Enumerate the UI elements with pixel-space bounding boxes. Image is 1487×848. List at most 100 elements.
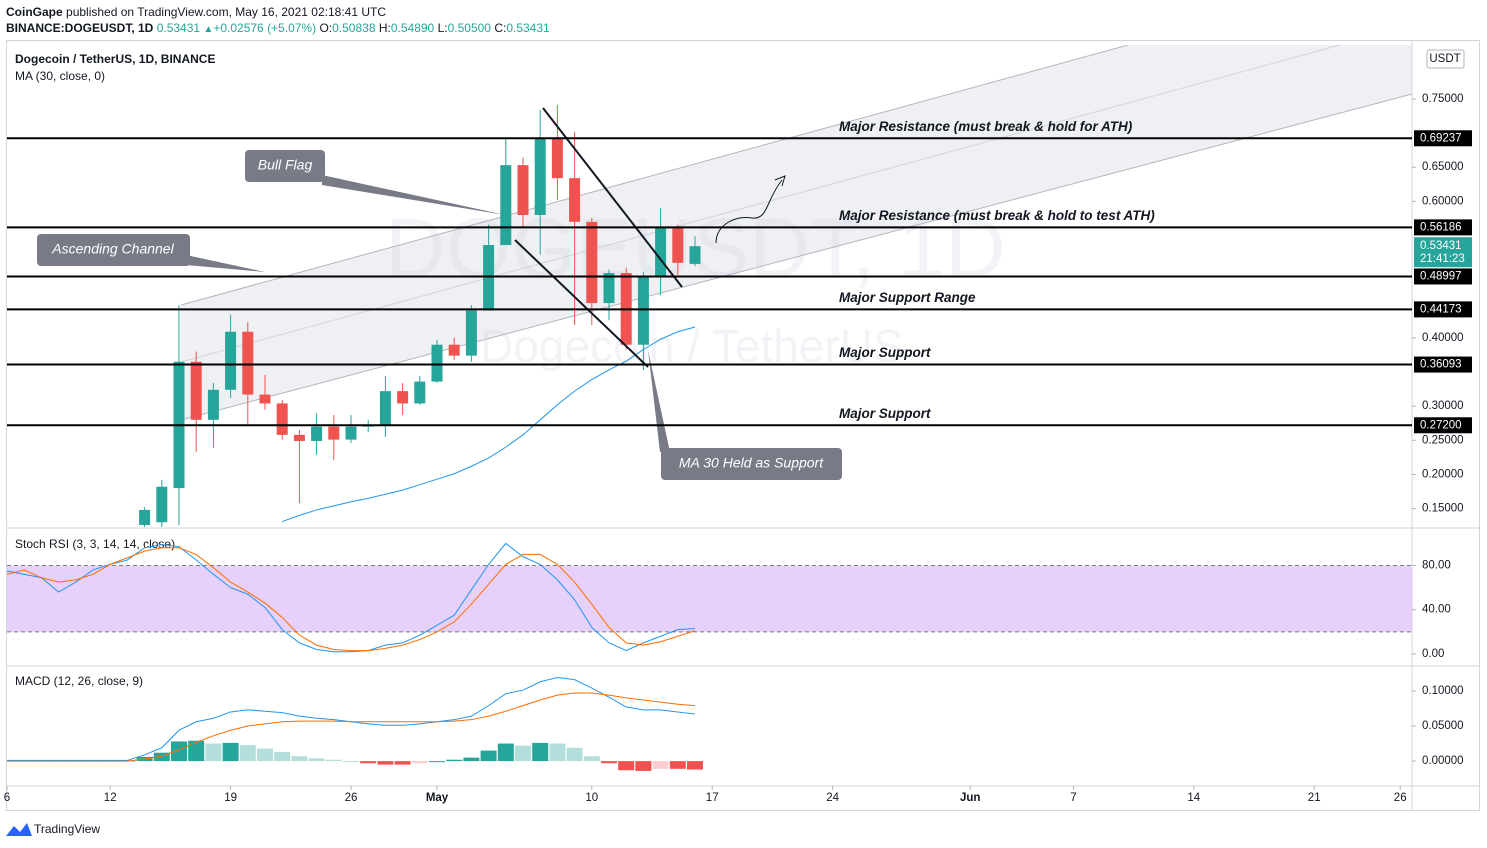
x-tick-label: 17: [706, 792, 719, 804]
level-note: Major Support Range: [839, 290, 976, 305]
channel-line: [180, 93, 1412, 421]
y-tick-label: 0.15000: [1422, 503, 1464, 515]
level-label: 0.44173: [1420, 303, 1462, 315]
countdown: 21:41:23: [1420, 253, 1465, 265]
candle-body: [586, 221, 598, 304]
published: published on TradingView.com, May 16, 20…: [66, 5, 386, 19]
candle-body: [483, 245, 495, 311]
x-tick-label: 10: [585, 792, 598, 804]
callout-text: Bull Flag: [258, 157, 313, 173]
ma-legend: MA (30, close, 0): [15, 69, 105, 83]
histogram-bar: [515, 745, 531, 762]
candle-body: [637, 277, 649, 345]
l: 0.50500: [448, 21, 492, 35]
candle-body: [689, 246, 701, 264]
histogram-bar: [652, 761, 669, 769]
x-tick-label: 12: [104, 792, 117, 804]
l-label: L:: [438, 21, 448, 35]
level-label: 0.69237: [1420, 132, 1462, 144]
histogram-bar: [446, 759, 463, 762]
histogram-bar: [532, 742, 549, 762]
logo: [6, 823, 32, 836]
level-label-box: [1414, 301, 1472, 318]
candle-body: [551, 137, 563, 179]
candle-body: [139, 509, 151, 525]
x-tick-label: 6: [4, 792, 10, 804]
change: +0.02576 (+5.07%): [213, 21, 316, 35]
candle-body: [414, 381, 426, 404]
projection-arrow: [715, 179, 783, 244]
histogram-bar: [583, 756, 600, 762]
macd-line: [7, 692, 696, 762]
arrow: ▲: [203, 24, 213, 35]
candle-body: [397, 391, 409, 404]
x-tick-label: May: [426, 792, 449, 804]
candle-body: [311, 426, 323, 441]
y-tick-label: 0.00000: [1422, 755, 1464, 767]
candle-body: [569, 178, 581, 222]
histogram-bar: [497, 743, 514, 762]
candle-body: [345, 426, 357, 440]
histogram-bar: [171, 741, 187, 762]
x-tick-label: 26: [1394, 792, 1407, 804]
candle-body: [448, 344, 460, 356]
callout-text: Ascending Channel: [51, 241, 174, 257]
watermark: Dogecoin / TetherUS: [480, 320, 904, 372]
level-label: 0.48997: [1420, 270, 1462, 282]
candle-body: [431, 344, 443, 382]
quote-line: BINANCE:DOGEUSDT, 1D 0.53431 ▲+0.02576 (…: [6, 21, 550, 35]
frame: [6, 40, 1480, 811]
macd-line: [7, 677, 696, 761]
level-note: Major Resistance (must break & hold to t…: [839, 208, 1155, 223]
candle-body: [517, 165, 529, 215]
x-tick-label: 14: [1187, 792, 1200, 804]
unit-box: [1426, 49, 1465, 69]
stoch-title: Stoch RSI (3, 3, 14, 14, close): [15, 537, 175, 551]
histogram-bar: [566, 747, 583, 762]
y-tick-label: 80.00: [1422, 560, 1451, 572]
histogram-bar: [687, 761, 703, 770]
callout-box: [37, 234, 190, 266]
y-tick-label: 0.00: [1422, 648, 1444, 660]
y-tick-label: 40.00: [1422, 604, 1451, 616]
candle-body: [190, 361, 202, 420]
histogram-bar: [153, 752, 170, 762]
publisher-line: CoinGape published on TradingView.com, M…: [6, 5, 386, 19]
histogram-bar: [377, 761, 394, 765]
level-label: 0.56186: [1420, 221, 1462, 233]
callout-text: MA 30 Held as Support: [679, 455, 824, 471]
channel-mid-line: [180, 45, 1341, 363]
level-label-box: [1414, 219, 1472, 236]
histogram-bar: [291, 756, 308, 762]
symbol: BINANCE:DOGEUSDT, 1D: [6, 21, 154, 35]
histogram-bar: [394, 761, 411, 765]
o: 0.50838: [332, 21, 376, 35]
callout-box: [661, 448, 842, 480]
callout-pointer: [648, 350, 670, 452]
candle-body: [242, 331, 254, 395]
histogram-bar: [257, 748, 273, 762]
macd-title: MACD (12, 26, close, 9): [15, 674, 143, 688]
level-label-box: [1414, 417, 1472, 434]
h: 0.54890: [391, 21, 435, 35]
y-tick-label: 0.05000: [1422, 720, 1464, 732]
y-tick-label: 0.75000: [1422, 93, 1464, 105]
last: 0.53431: [157, 21, 201, 35]
y-tick-label: 0.65000: [1422, 161, 1464, 173]
stoch-line: [7, 542, 696, 653]
level-label-box: [1414, 130, 1472, 147]
ma-line: [282, 326, 696, 523]
unit-label: USDT: [1429, 53, 1460, 65]
main-title: Dogecoin / TetherUS, 1D, BINANCE: [15, 52, 215, 66]
o-label: O:: [319, 21, 332, 35]
candle-body: [225, 331, 237, 390]
candle-body: [207, 389, 219, 420]
callout-box: [245, 150, 325, 182]
candle-body: [259, 394, 271, 404]
y-tick-label: 0.20000: [1422, 468, 1464, 480]
histogram-bar: [205, 743, 222, 762]
level-label: 0.36093: [1420, 359, 1462, 371]
stoch-line: [7, 547, 696, 652]
